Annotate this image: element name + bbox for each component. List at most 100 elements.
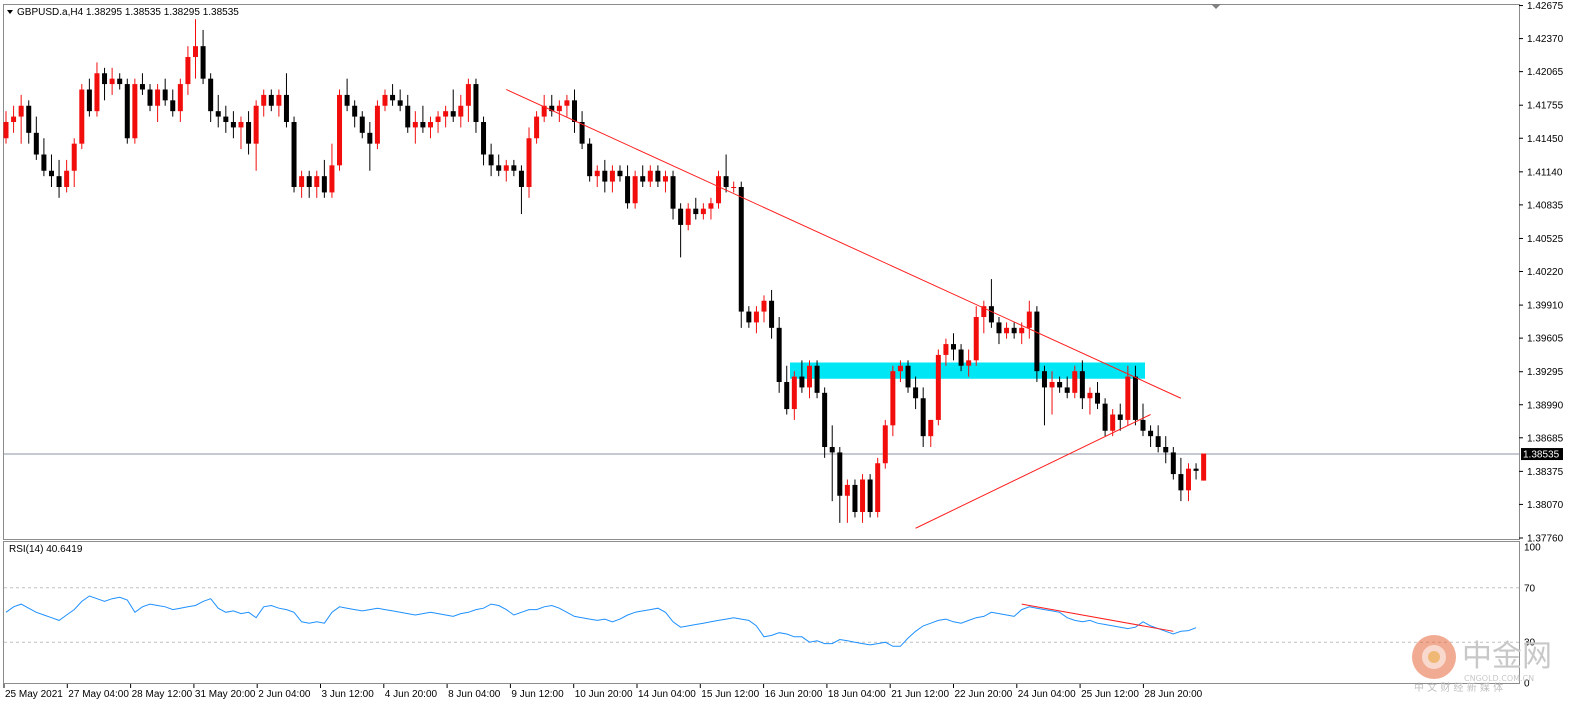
price-panel[interactable]	[3, 4, 1520, 540]
candle	[124, 78, 130, 144]
candle	[640, 165, 646, 187]
rsi-tick-label: 70	[1524, 583, 1536, 594]
candle-body	[1057, 382, 1063, 388]
candle	[867, 474, 873, 518]
candle-body	[1148, 430, 1154, 437]
candle	[139, 73, 145, 95]
candle	[951, 333, 956, 361]
candle-body	[1095, 392, 1101, 404]
candle	[71, 138, 77, 187]
candle-body	[806, 365, 812, 388]
candle	[905, 360, 911, 393]
candle-body	[632, 176, 638, 204]
candle	[852, 479, 858, 518]
candle	[344, 78, 350, 112]
candle	[18, 94, 24, 144]
symbol-header: GBPUSD.a,H4 1.38295 1.38535 1.38295 1.38…	[17, 7, 239, 18]
candle-body	[185, 57, 191, 85]
candle	[503, 159, 509, 182]
candle	[443, 105, 449, 128]
candle	[397, 89, 403, 112]
candle-body	[473, 84, 479, 122]
price-tick-label: 1.40525	[1527, 234, 1564, 245]
candle	[511, 159, 517, 177]
candle-body	[723, 176, 729, 187]
rsi-divergence-line[interactable]	[1021, 603, 1174, 632]
time-tick-label: 25 May 2021	[5, 689, 63, 700]
candle-body	[791, 376, 797, 410]
candle-body	[382, 94, 388, 106]
candle	[890, 365, 896, 437]
rsi-panel[interactable]	[3, 541, 1520, 684]
candle-body	[860, 479, 866, 512]
candle-body	[276, 94, 282, 106]
price-tick-label: 1.41755	[1527, 101, 1564, 112]
candle	[1026, 300, 1032, 339]
candle-body	[117, 78, 123, 85]
candle	[534, 111, 540, 144]
candle-body	[1087, 392, 1093, 399]
candle	[716, 170, 722, 209]
candle	[299, 170, 305, 198]
candle	[670, 170, 676, 220]
candle	[481, 116, 487, 166]
price-tick-label: 1.41140	[1527, 167, 1563, 178]
candle-body	[109, 78, 115, 85]
time-tick-label: 24 Jun 04:00	[1018, 689, 1076, 700]
candle	[26, 100, 32, 144]
ascending-trendline[interactable]	[915, 414, 1151, 529]
candle	[1155, 425, 1161, 453]
candle	[1148, 425, 1154, 447]
candle-body	[1026, 311, 1032, 328]
candle-body	[1117, 414, 1123, 420]
candle-body	[352, 105, 358, 117]
candle-body	[799, 376, 805, 388]
candle-body	[958, 349, 964, 366]
candle	[132, 78, 138, 144]
candle	[420, 105, 426, 133]
candle-body	[329, 165, 335, 193]
candle	[359, 111, 365, 139]
candle	[655, 165, 661, 187]
descending-trendline[interactable]	[506, 89, 1182, 399]
time-tick-label: 28 May 12:00	[132, 689, 193, 700]
menu-dropdown-icon[interactable]	[7, 10, 13, 14]
candle	[572, 89, 577, 133]
candle-body	[48, 170, 54, 177]
candle	[41, 138, 47, 177]
price-tick-label: 1.42065	[1527, 67, 1564, 78]
candle-body	[162, 89, 168, 101]
candle-body	[564, 100, 570, 106]
candle	[79, 84, 85, 150]
watermark: 中金网 CNGOLD.COM.CN 中 文 财 经 新 媒 体	[1412, 635, 1552, 694]
candle	[268, 89, 274, 112]
candle-body	[670, 176, 676, 209]
candle	[496, 154, 502, 177]
candle	[662, 170, 668, 193]
resistance-zone[interactable]	[790, 362, 1145, 379]
candle-body	[367, 132, 373, 144]
candle	[253, 100, 259, 171]
candle-body	[435, 116, 441, 122]
candle-body	[587, 143, 593, 177]
candle	[208, 73, 214, 122]
candle	[147, 84, 153, 112]
candle	[11, 105, 17, 133]
candle-body	[913, 387, 919, 399]
candle	[958, 344, 964, 372]
candle-body	[230, 122, 236, 128]
candle	[1117, 403, 1123, 431]
candle-body	[56, 176, 62, 187]
candle	[1193, 463, 1199, 480]
candle-body	[769, 300, 775, 328]
candle-body	[700, 208, 706, 215]
candle-body	[1102, 403, 1108, 431]
time-tick-label: 9 Jun 12:00	[511, 689, 564, 700]
chart-shift-marker-icon[interactable]	[1211, 4, 1221, 9]
candle-body	[412, 122, 418, 128]
candle	[64, 159, 70, 193]
candle	[33, 116, 39, 160]
candle	[276, 89, 282, 117]
candle	[784, 365, 790, 415]
